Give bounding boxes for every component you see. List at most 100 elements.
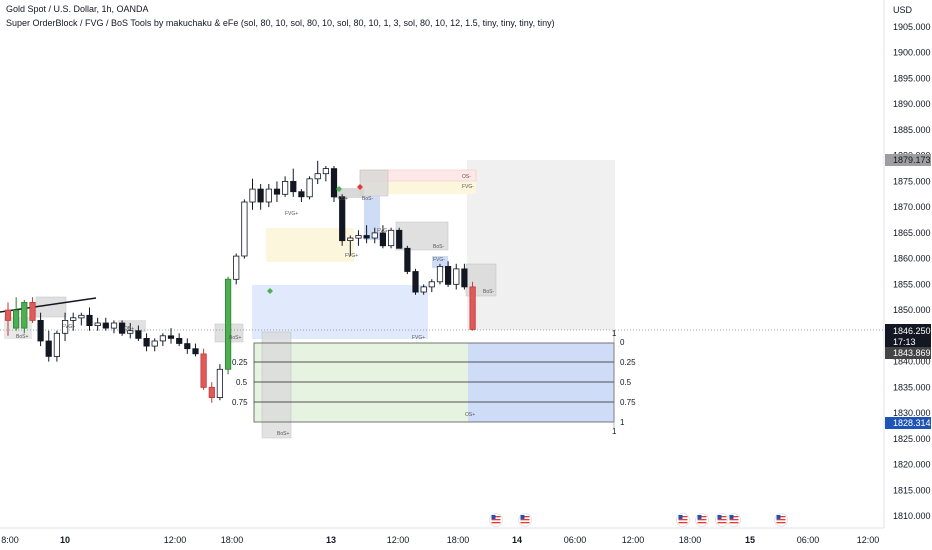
time-tick-label: 12:00 xyxy=(387,535,410,545)
time-tick-label: 8:00 xyxy=(1,535,19,545)
candle-body xyxy=(192,348,199,355)
time-tick-label: 13 xyxy=(326,535,336,545)
candle-body xyxy=(249,188,256,203)
fib-label-075-right: 0.75 xyxy=(620,398,636,407)
fvg-minus-label-2: FVG- xyxy=(433,257,445,263)
us-flag-icon xyxy=(489,513,503,527)
bos-minus-label-3: BoS- xyxy=(483,289,494,295)
price-tick-label: 1875.000 xyxy=(893,176,931,186)
indicator-legend[interactable]: Super OrderBlock / FVG / BoS Tools by ma… xyxy=(6,18,555,28)
fib-label-075-left: 0.75 xyxy=(232,398,248,407)
svg-text:1846.250: 1846.250 xyxy=(893,326,931,336)
candle-body xyxy=(45,340,52,357)
bos-gray-lower xyxy=(261,331,292,439)
us-flag-icon xyxy=(774,513,788,527)
price-tick-label: 1890.000 xyxy=(893,99,931,109)
us-event-flags[interactable] xyxy=(489,513,788,527)
fib-label-0-right: 0 xyxy=(620,338,625,347)
candle-body xyxy=(281,180,289,195)
candle-body xyxy=(241,201,248,257)
ob-gray-zone-2 xyxy=(334,188,364,198)
candle-body xyxy=(167,335,175,339)
fvg-plus-label-3: FVG+ xyxy=(412,335,425,341)
bos-minus-label-2: BoS- xyxy=(433,244,444,250)
candle-body xyxy=(298,191,305,198)
ob-plus-label: OB+ xyxy=(124,326,134,332)
candle-body xyxy=(143,337,150,347)
fib-label-05-left: 0.5 xyxy=(236,378,248,387)
bar-countdown: 17:13 xyxy=(893,337,916,347)
candle-body xyxy=(135,330,142,339)
candle-body xyxy=(110,322,118,329)
green-diamond-marker-2 xyxy=(336,186,342,192)
bos-plus-label-2: BoS+ xyxy=(16,334,28,340)
ob-gray-zone-9 xyxy=(364,196,380,240)
price-tick-label: 1865.000 xyxy=(893,228,931,238)
us-flag-icon xyxy=(676,513,690,527)
svg-text:1828.314: 1828.314 xyxy=(893,418,931,428)
candle-body xyxy=(184,343,191,350)
price-axis[interactable]: USD xyxy=(883,0,913,528)
candle-body xyxy=(420,286,427,293)
fvg-plus-label-1: FVG+ xyxy=(285,211,298,217)
us-flag-icon xyxy=(695,513,709,527)
fvg-plus-label-4: FVG+ xyxy=(62,324,75,330)
candle-body xyxy=(339,196,346,242)
currency-label: USD xyxy=(893,5,913,15)
candle-body xyxy=(102,322,109,329)
chart-title: Gold Spot / U.S. Dollar, 1h, OANDA xyxy=(6,4,149,14)
time-tick-label: 18:00 xyxy=(447,535,470,545)
candle-body xyxy=(461,268,468,288)
fvg-minus-yellow-zone-2 xyxy=(360,181,476,194)
time-tick-label: 18:00 xyxy=(679,535,702,545)
price-tick-label: 1835.000 xyxy=(893,382,931,392)
candle-body xyxy=(257,188,264,203)
bos-plus-label-3: BoS+ xyxy=(229,335,241,341)
candle-body xyxy=(412,271,419,293)
os-plus-label: OS+ xyxy=(338,196,348,202)
candle-body xyxy=(387,229,395,247)
candle-body xyxy=(290,180,297,193)
price-tick-label: 1860.000 xyxy=(893,254,931,264)
svg-text:1843.869: 1843.869 xyxy=(893,348,931,358)
fib-blue-zone xyxy=(468,343,614,422)
red-diamond-marker xyxy=(357,184,363,190)
time-tick-labels: 8:00 10 12:00 18:00 13 12:00 18:00 14 06:00 12:00… xyxy=(1,535,879,545)
candle-body xyxy=(469,286,476,330)
candle-body xyxy=(355,235,362,239)
ob-gray-zone-3 xyxy=(395,221,449,251)
candle-body xyxy=(4,309,12,321)
price-label-low: 1828.314 xyxy=(885,417,931,429)
candle-body xyxy=(86,314,93,326)
candle-body xyxy=(200,353,207,388)
candle-body xyxy=(224,278,232,370)
time-tick-label: 15 xyxy=(745,535,755,545)
price-tick-label: 1895.000 xyxy=(893,74,931,84)
us-flag-icon xyxy=(715,513,729,527)
candle-body xyxy=(444,265,452,285)
time-tick-label: 14 xyxy=(512,535,522,545)
candle-body xyxy=(70,317,77,321)
ob-gray-zone-1 xyxy=(359,169,389,197)
candle-body xyxy=(330,168,338,198)
price-tick-labels: 1905.000 1900.000 1895.000 1890.000 1885.000… xyxy=(893,22,931,521)
os-minus-label: OS- xyxy=(462,174,471,180)
us-flag-icon xyxy=(727,513,741,527)
price-label-mid: 1843.869 xyxy=(885,347,931,359)
bos-minus-label-1: BoS- xyxy=(362,196,373,202)
candle-body xyxy=(371,232,378,239)
svg-text:1879.173: 1879.173 xyxy=(893,155,931,165)
zone-labels: FVG+ FVG+ FVG+ FVG+ OS- FVG- FVG- FVG- O… xyxy=(16,174,636,437)
candle-body xyxy=(29,301,36,321)
price-tick-label: 1810.000 xyxy=(893,511,931,521)
candle-body xyxy=(62,319,69,334)
time-tick-label: 12:00 xyxy=(857,535,880,545)
us-flag-icon xyxy=(518,513,532,527)
price-tick-label: 1815.000 xyxy=(893,485,931,495)
gray-projection-zone xyxy=(467,160,615,330)
price-tick-label: 1840.000 xyxy=(893,357,931,367)
candle-body xyxy=(314,173,321,180)
fvg-plus-label-2: FVG+ xyxy=(345,253,358,259)
candle-body xyxy=(176,337,183,344)
